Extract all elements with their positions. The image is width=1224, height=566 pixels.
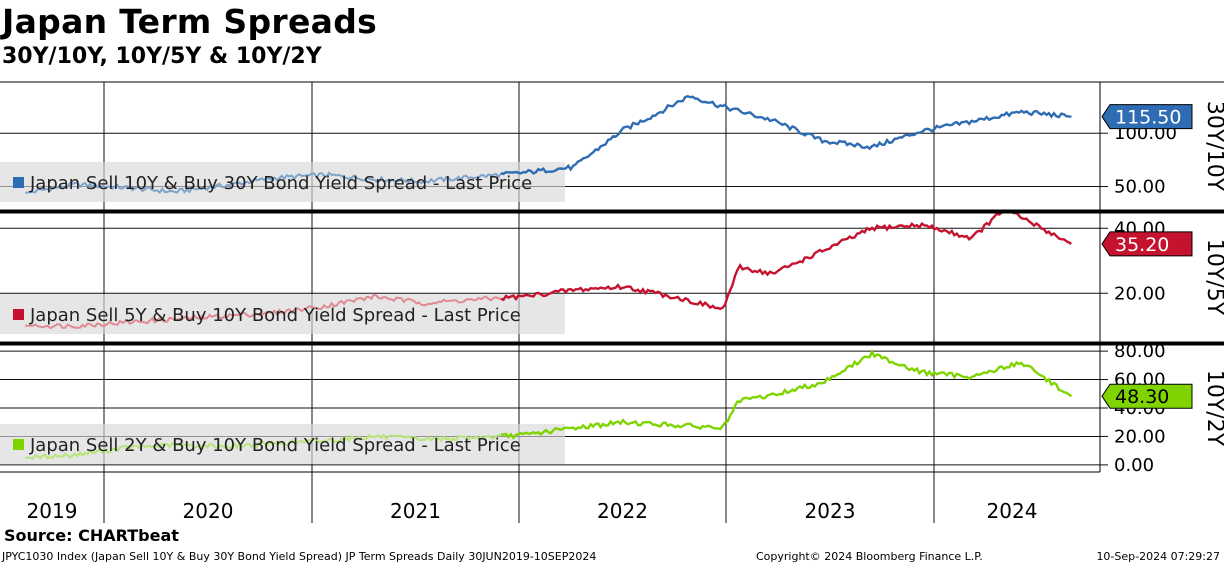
series-line (500, 348, 1073, 440)
y-tick-label: 20.00 (1114, 283, 1166, 304)
x-tick-label: 2024 (987, 499, 1038, 523)
legend-swatch (13, 177, 24, 188)
legend-label: Japan Sell 2Y & Buy 10Y Bond Yield Sprea… (29, 435, 521, 456)
source-note: Source: CHARTbeat (4, 526, 179, 545)
last-value-badge (1101, 231, 1193, 257)
last-value-tag: 35.20 (1101, 231, 1193, 257)
legend-swatch (13, 439, 24, 450)
footer-copyright: Copyright© 2024 Bloomberg Finance L.P. (756, 550, 983, 563)
legend-swatch (13, 309, 24, 320)
y-tick-label: 80.00 (1114, 341, 1166, 362)
last-value-badge (1101, 104, 1193, 130)
series-line-history (25, 293, 502, 330)
axis-title: 10Y/2Y (1202, 370, 1224, 447)
series-line-history (25, 433, 502, 461)
footer-description: JPYC1030 Index (Japan Sell 10Y & Buy 30Y… (2, 550, 597, 563)
legend-label: Japan Sell 5Y & Buy 10Y Bond Yield Sprea… (29, 305, 521, 326)
y-tick-label: 0.00 (1114, 455, 1154, 476)
chart-title: Japan Term Spreads (2, 2, 378, 41)
series-line (500, 210, 1072, 311)
last-value-text: 35.20 (1115, 234, 1169, 256)
series-line (500, 95, 1072, 176)
legend-box (0, 162, 565, 202)
last-value-text: 115.50 (1115, 107, 1181, 129)
last-value-tag: 115.50 (1101, 104, 1193, 130)
x-tick-label: 2019 (27, 499, 78, 523)
y-tick-label: 20.00 (1114, 426, 1166, 447)
x-tick-label: 2021 (390, 499, 441, 523)
x-tick-label: 2023 (805, 499, 856, 523)
x-tick-label: 2022 (597, 499, 648, 523)
axis-title: 10Y/5Y (1202, 239, 1224, 316)
series-line-history (25, 171, 502, 194)
legend-label: Japan Sell 10Y & Buy 30Y Bond Yield Spre… (29, 173, 532, 194)
x-tick-label: 2020 (183, 499, 234, 523)
chart-subtitle: 30Y/10Y, 10Y/5Y & 10Y/2Y (2, 44, 322, 69)
last-value-badge (1101, 383, 1193, 409)
last-value-text: 48.30 (1115, 386, 1169, 408)
last-value-tag: 48.30 (1101, 383, 1193, 409)
y-tick-label: 50.00 (1114, 177, 1166, 198)
footer-timestamp: 10-Sep-2024 07:29:27 (1096, 550, 1220, 563)
axis-title: 30Y/10Y (1202, 101, 1224, 192)
